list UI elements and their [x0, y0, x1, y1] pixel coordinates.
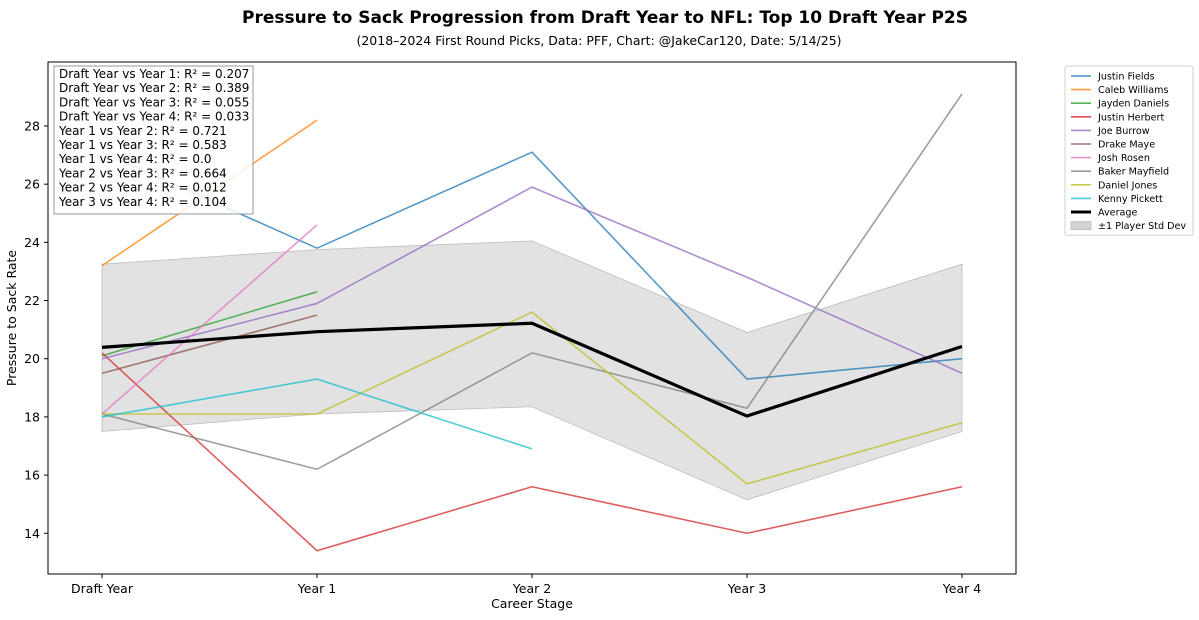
y-axis: 14 16 18 20 22 24 26 28 — [24, 119, 48, 541]
legend-label-1-player-std-dev: ±1 Player Std Dev — [1098, 221, 1186, 232]
stats-box-line: Year 3 vs Year 4: R² = 0.104 — [58, 195, 227, 209]
std-dev-band — [101, 240, 963, 501]
legend-label-average: Average — [1098, 208, 1137, 219]
legend-label-justin-herbert: Justin Herbert — [1097, 112, 1164, 123]
y-tick-label: 26 — [24, 177, 40, 192]
series-line-josh-rosen — [101, 224, 318, 415]
legend-label-kenny-pickett: Kenny Pickett — [1098, 194, 1163, 205]
legend-swatch — [1070, 221, 1092, 231]
series-line-daniel-jones — [102, 311, 963, 485]
x-tick-label-year-3: Year 3 — [727, 581, 766, 596]
y-tick-label: 20 — [24, 351, 40, 366]
chart-title: Pressure to Sack Progression from Draft … — [242, 8, 968, 28]
series-line-baker-mayfield — [101, 93, 963, 471]
y-tick-label: 16 — [24, 468, 40, 483]
legend: Justin Fields Caleb Williams Jayden Daniel… — [1064, 65, 1194, 236]
stats-box-line: Year 2 vs Year 4: R² = 0.012 — [58, 181, 227, 195]
legend-label-josh-rosen: Josh Rosen — [1097, 153, 1150, 164]
y-tick-label: 22 — [24, 293, 40, 308]
stats-box-line: Year 2 vs Year 3: R² = 0.664 — [58, 166, 227, 180]
series-line-joe-burrow — [101, 186, 963, 375]
stats-box-line: Draft Year vs Year 3: R² = 0.055 — [59, 95, 249, 109]
series-line-justin-herbert — [101, 352, 963, 552]
y-tick-label: 18 — [24, 409, 40, 424]
legend-label-caleb-williams: Caleb Williams — [1098, 85, 1168, 96]
legend-label-joe-burrow: Joe Burrow — [1097, 126, 1150, 137]
x-axis: Draft Year Year 1 Year 2 Year 3 Year 4 — [71, 574, 981, 596]
average-layer — [101, 321, 963, 418]
x-tick-label-draft-year: Draft Year — [71, 581, 134, 596]
y-tick-label: 28 — [24, 119, 40, 134]
stats-box-line: Draft Year vs Year 1: R² = 0.207 — [59, 67, 249, 81]
stats-box-line: Year 1 vs Year 4: R² = 0.0 — [58, 152, 211, 166]
stats-box-line: Draft Year vs Year 2: R² = 0.389 — [59, 81, 249, 95]
legend-label-daniel-jones: Daniel Jones — [1098, 180, 1157, 191]
average-line — [101, 321, 963, 418]
stats-box-line: Year 1 vs Year 2: R² = 0.721 — [58, 124, 227, 138]
x-tick-label-year-2: Year 2 — [512, 581, 551, 596]
legend-label-baker-mayfield: Baker Mayfield — [1098, 167, 1169, 178]
x-axis-label: Career Stage — [491, 596, 573, 611]
stats-box-line: Draft Year vs Year 4: R² = 0.033 — [59, 110, 249, 124]
x-tick-label-year-4: Year 4 — [942, 581, 981, 596]
y-tick-label: 24 — [24, 235, 40, 250]
series-line-justin-fields — [101, 151, 963, 380]
stats-box-frame — [53, 65, 254, 215]
legend-label-justin-fields: Justin Fields — [1097, 72, 1155, 83]
x-tick-label-year-1: Year 1 — [297, 581, 336, 596]
legend-label-drake-maye: Drake Maye — [1098, 140, 1155, 151]
series-line-kenny-pickett — [101, 378, 533, 450]
y-tick-label: 14 — [24, 526, 40, 541]
stats-box-line: Year 1 vs Year 3: R² = 0.583 — [58, 138, 227, 152]
y-axis-label: Pressure to Sack Rate — [4, 250, 19, 387]
legend-frame — [1064, 65, 1194, 236]
legend-label-jayden-daniels: Jayden Daniels — [1097, 99, 1169, 110]
series-line-drake-maye — [101, 314, 318, 375]
std-dev-band-layer — [101, 240, 963, 501]
series-layer — [101, 93, 963, 552]
chart-subtitle: (2018–2024 First Round Picks, Data: PFF,… — [356, 33, 841, 48]
